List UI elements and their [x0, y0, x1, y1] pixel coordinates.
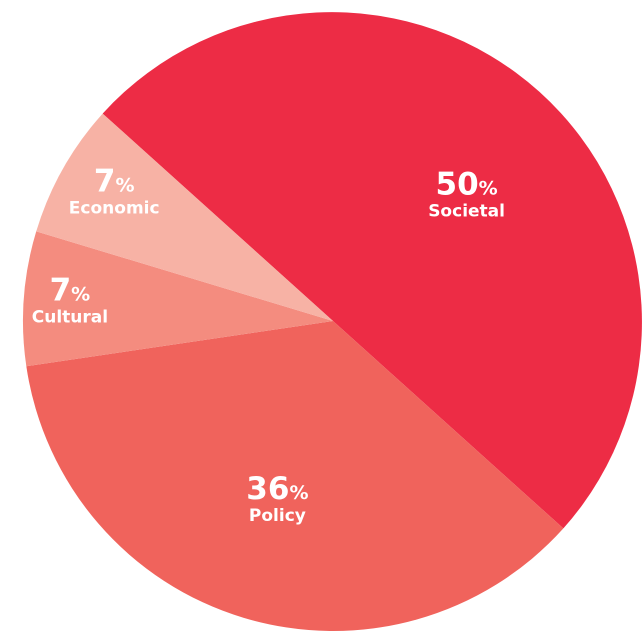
pie-slice-societal [102, 12, 642, 529]
slice-label-societal: 50%Societal [428, 167, 505, 222]
slice-value-label: 50% [436, 167, 498, 203]
slice-label-cultural: 7%Cultural [32, 272, 108, 327]
pie-slice-cultural [23, 231, 333, 367]
slice-category-label: Societal [428, 202, 505, 222]
slice-value-label: 36% [246, 471, 308, 507]
pie-slice-economic [36, 113, 333, 321]
slice-value-label: 7% [50, 272, 91, 308]
pie-slice-policy [26, 321, 564, 631]
slice-category-label: Economic [69, 199, 160, 219]
slice-value-label: 7% [94, 164, 135, 200]
slice-category-label: Cultural [32, 307, 108, 327]
slice-label-policy: 36%Policy [246, 471, 308, 526]
slice-category-label: Policy [249, 506, 306, 526]
pie-slices [23, 12, 642, 631]
slice-label-economic: 7%Economic [69, 164, 160, 219]
